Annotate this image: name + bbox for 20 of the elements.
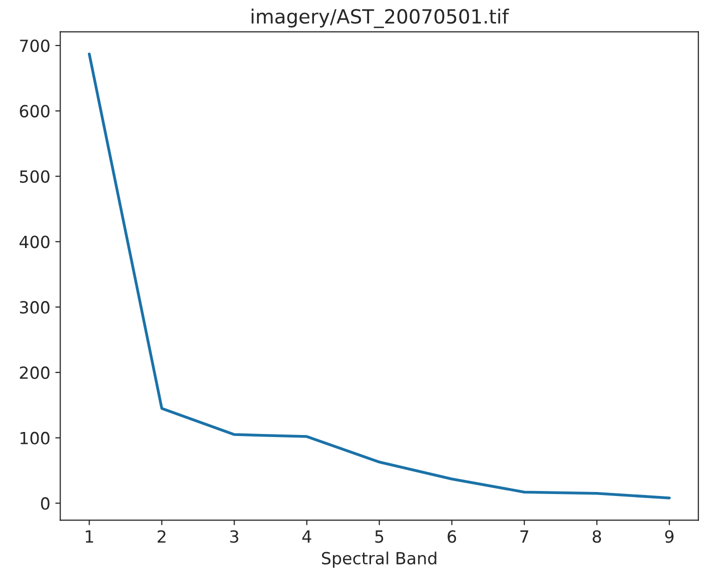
y-tick-label: 400 (20, 236, 50, 248)
x-tick-label: 2 (158, 530, 166, 543)
x-tick-label: 7 (520, 530, 528, 543)
x-tick-label: 1 (86, 530, 94, 543)
line-series (88, 52, 671, 500)
x-tick-label: 4 (302, 530, 312, 543)
x-axis-title: Spectral Band (322, 552, 436, 568)
y-tick-label: 200 (20, 366, 50, 380)
y-tick-label: 100 (20, 432, 50, 444)
y-tick-label: 0 (41, 497, 50, 510)
x-tick-label: 9 (665, 530, 674, 543)
x-tick-label: 6 (448, 530, 456, 543)
x-tick-label: 5 (375, 530, 384, 543)
chart-title: imagery/AST_20070501.tif (252, 8, 510, 28)
y-tick-label: 600 (20, 104, 50, 118)
y-tick-label: 700 (20, 39, 50, 52)
y-tick-label: 300 (20, 301, 50, 314)
x-tick-label: 8 (592, 530, 602, 543)
x-tick-label: 3 (230, 530, 238, 543)
y-tick-label: 500 (20, 170, 50, 183)
